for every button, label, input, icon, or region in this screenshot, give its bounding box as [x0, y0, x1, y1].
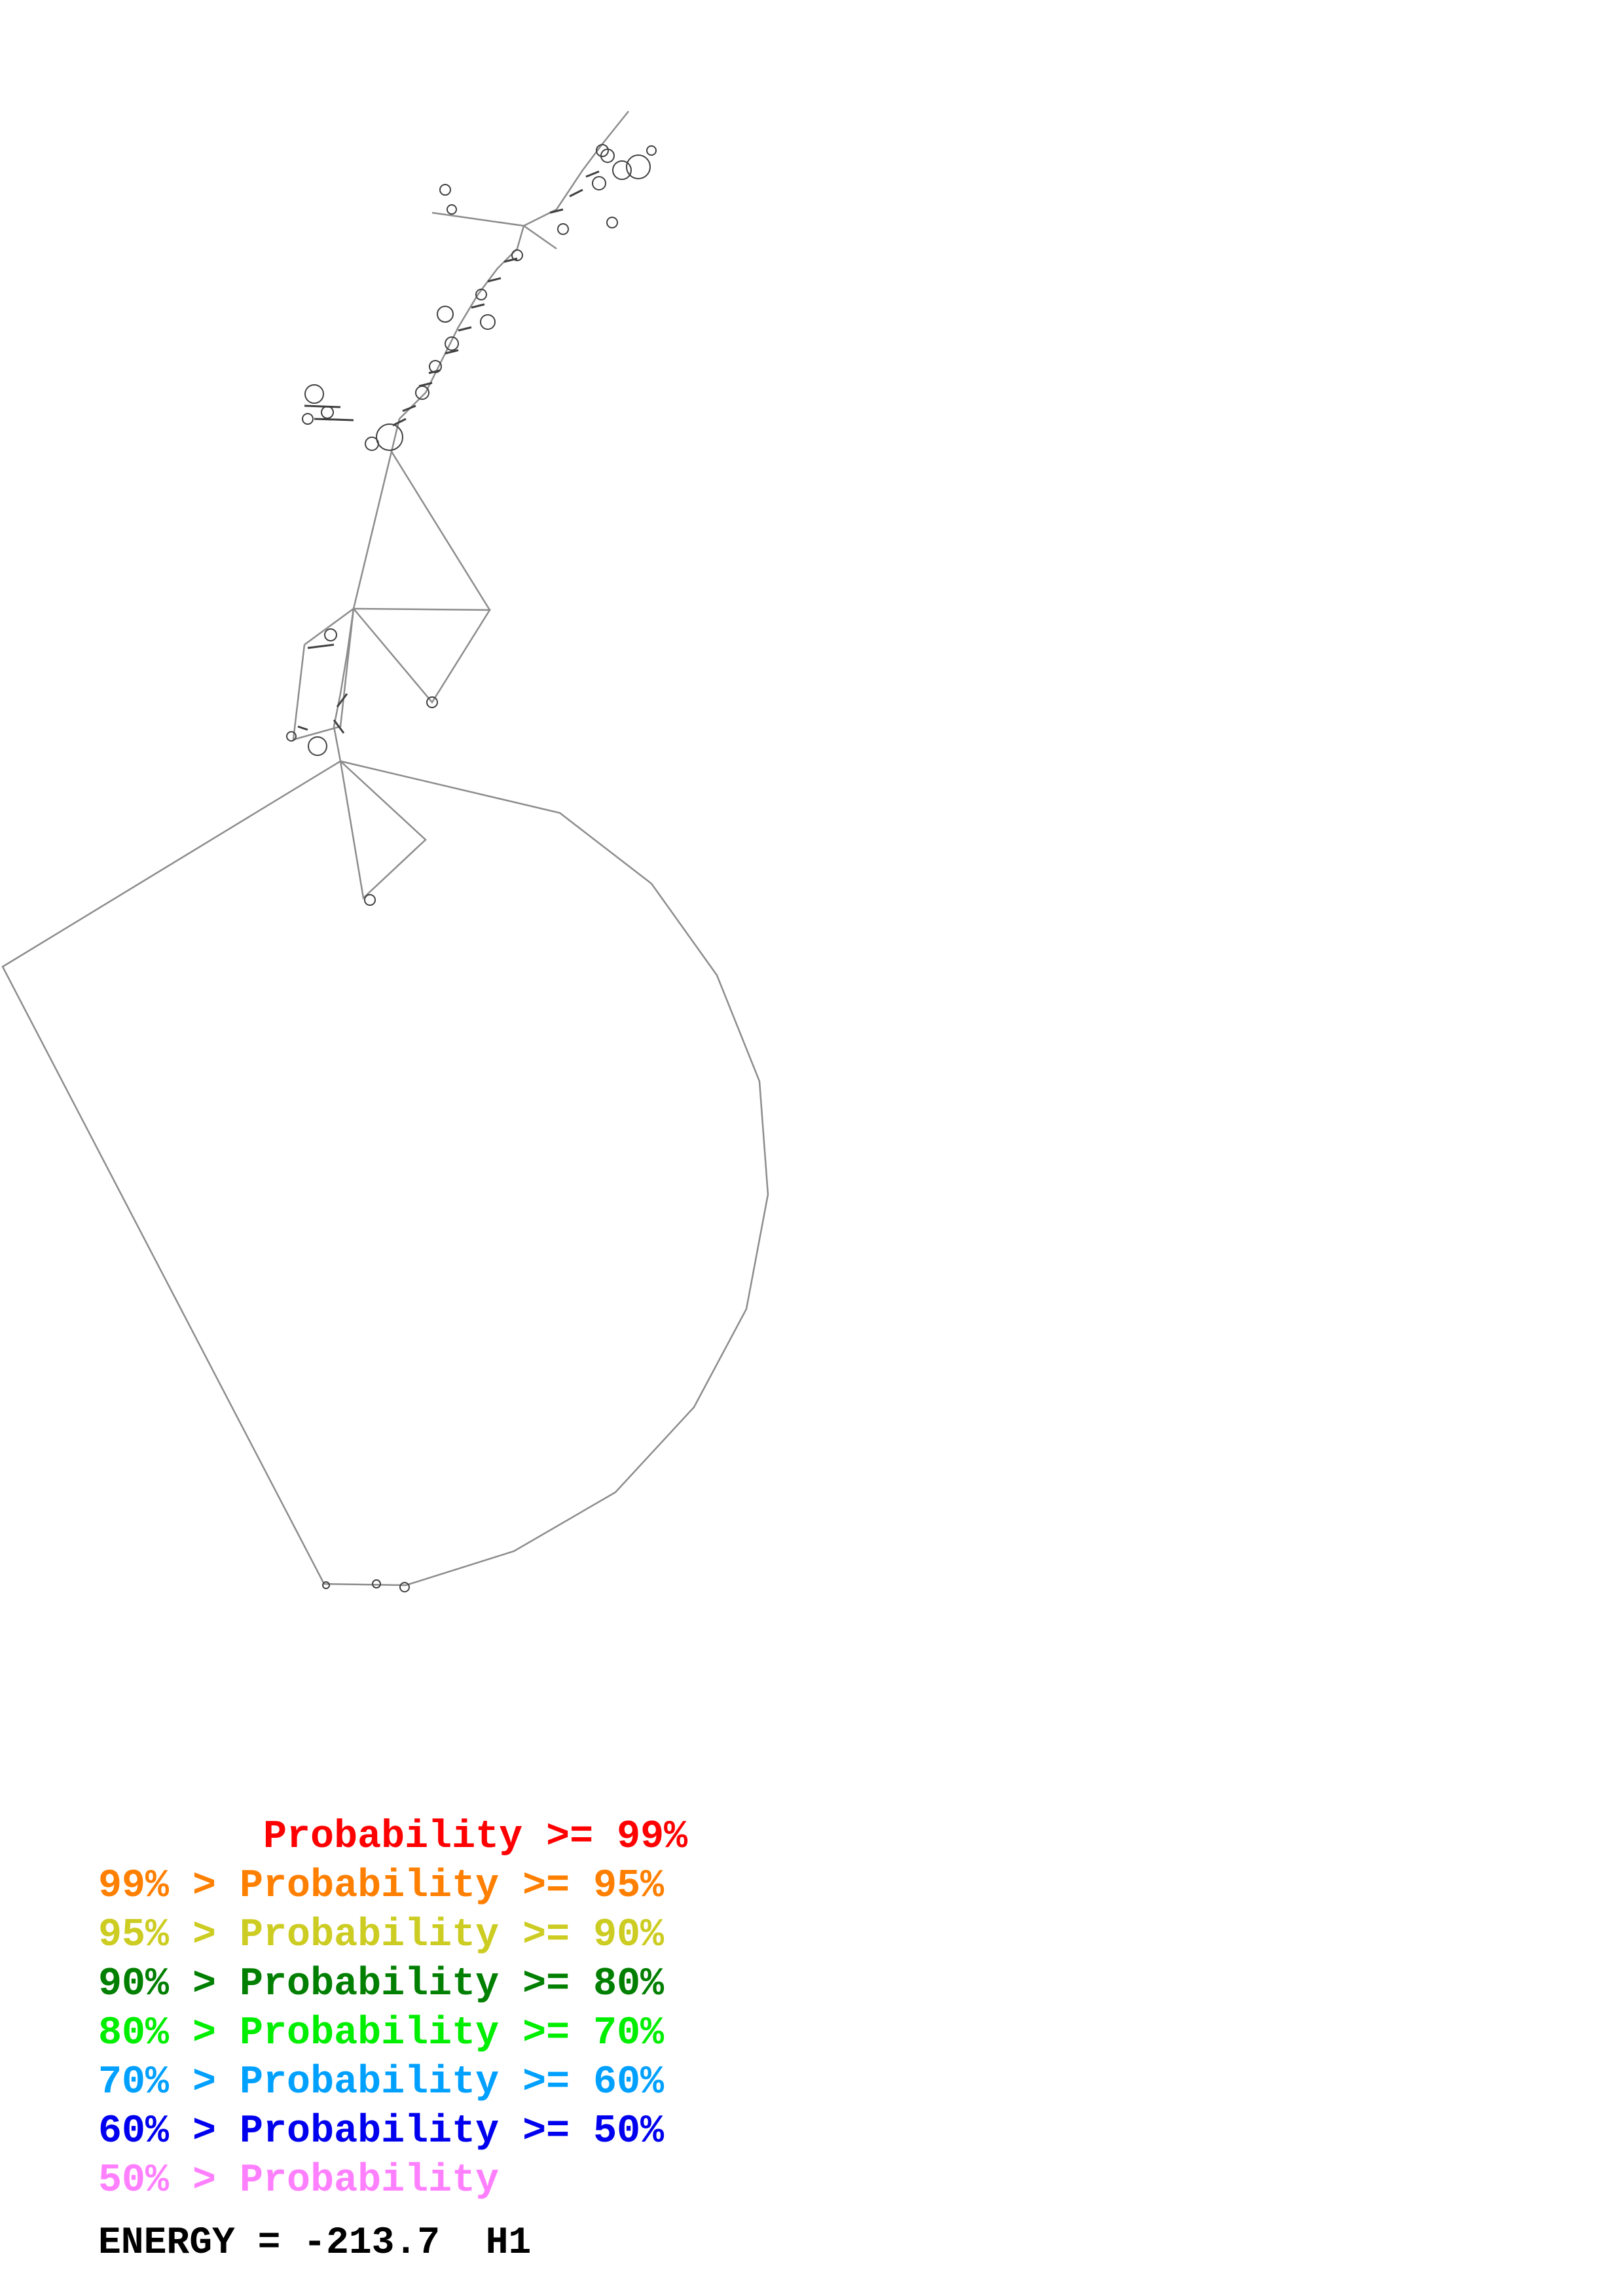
legend-row: 60% > Probability >= 50%: [98, 2108, 818, 2157]
legend-prefix: 60% >: [98, 2109, 240, 2154]
legend-prefix: 50% >: [98, 2159, 240, 2203]
legend-label: Probability >= 90%: [240, 1913, 665, 1958]
legend-label: Probability >= 99%: [263, 1815, 688, 1859]
legend-prefix: 95% >: [98, 1913, 240, 1958]
main-stem: [333, 608, 355, 762]
hairpin-loop: [308, 736, 327, 756]
legend-row: 80% > Probability >= 70%: [98, 2009, 818, 2058]
hairpin-loop: [324, 628, 337, 641]
hairpin-loop: [600, 149, 615, 163]
legend-row: 70% > Probability >= 60%: [98, 2058, 818, 2108]
hairpin-loop: [626, 154, 651, 179]
branch-mid: [352, 449, 491, 611]
hairpin-loop: [646, 145, 657, 156]
branch-left: [292, 607, 355, 741]
energy-readout: ENERGY = -213.7 H1: [98, 2222, 531, 2265]
legend-label: Probability >= 80%: [240, 1962, 665, 2007]
legend-label: Probability >= 60%: [240, 2060, 665, 2105]
hairpin-loop: [399, 1582, 410, 1592]
hairpin-loop: [592, 176, 606, 190]
legend-label: Probability: [240, 2159, 500, 2203]
legend-prefix: 80% >: [98, 2011, 240, 2056]
branch-lower-a: [339, 761, 427, 900]
stem-upper: [390, 111, 629, 452]
hairpin-loop: [286, 731, 297, 742]
hairpin-loop: [302, 413, 314, 425]
helix-ticks: [297, 170, 600, 734]
hairpin-loop: [606, 217, 618, 228]
hairpin-loop: [304, 384, 324, 404]
legend-row: Probability >= 99%: [98, 1813, 818, 1862]
legend-row: 99% > Probability >= 95%: [98, 1862, 818, 1911]
hairpin-loop: [321, 406, 334, 419]
hairpin-loop: [447, 204, 457, 215]
hairpin-loop: [557, 223, 569, 235]
legend-prefix: 90% >: [98, 1962, 240, 2007]
legend-prefix: 99% >: [98, 1864, 240, 1909]
hairpin-loop: [415, 386, 429, 400]
hairpin-loop: [480, 314, 496, 330]
hairpin-loop: [511, 249, 523, 261]
hairpin-loop: [364, 894, 376, 906]
hairpin-loop: [596, 144, 609, 157]
hairpin-loop: [426, 696, 438, 708]
legend-label: Probability >= 70%: [240, 2011, 665, 2056]
legend-prefix: 70% >: [98, 2060, 240, 2105]
energy-label: ENERGY =: [98, 2222, 281, 2265]
probability-legend: Probability >= 99% 99% > Probability >= 9…: [98, 1813, 818, 2206]
structure-id: H1: [485, 2222, 532, 2265]
backbone-lines: [1, 111, 769, 1587]
hairpin-loop: [475, 289, 487, 300]
hairpin-loop: [322, 1581, 330, 1589]
hairpin-loop: [372, 1579, 381, 1588]
hairpin-loop: [612, 160, 632, 180]
hairpins: [286, 144, 657, 1592]
hairpin-loop: [437, 306, 454, 323]
rna-structure-diagram: [1, 111, 769, 1592]
hairpin-loop: [445, 336, 459, 351]
outer-loop: [1, 760, 769, 1587]
legend-row: 50% > Probability: [98, 2157, 818, 2206]
legend-label: Probability >= 50%: [240, 2109, 665, 2154]
branch-lower-b: [353, 607, 492, 704]
top-branch: [431, 211, 557, 250]
hairpin-loop: [376, 423, 403, 451]
hairpin-loop: [365, 437, 379, 451]
legend-row: 90% > Probability >= 80%: [98, 1960, 818, 2009]
hairpin-loop: [439, 184, 451, 196]
energy-value: -213.7: [303, 2222, 441, 2265]
legend-prefix: [98, 1815, 263, 1859]
legend-label: Probability >= 95%: [240, 1864, 665, 1909]
legend-row: 95% > Probability >= 90%: [98, 1911, 818, 1960]
